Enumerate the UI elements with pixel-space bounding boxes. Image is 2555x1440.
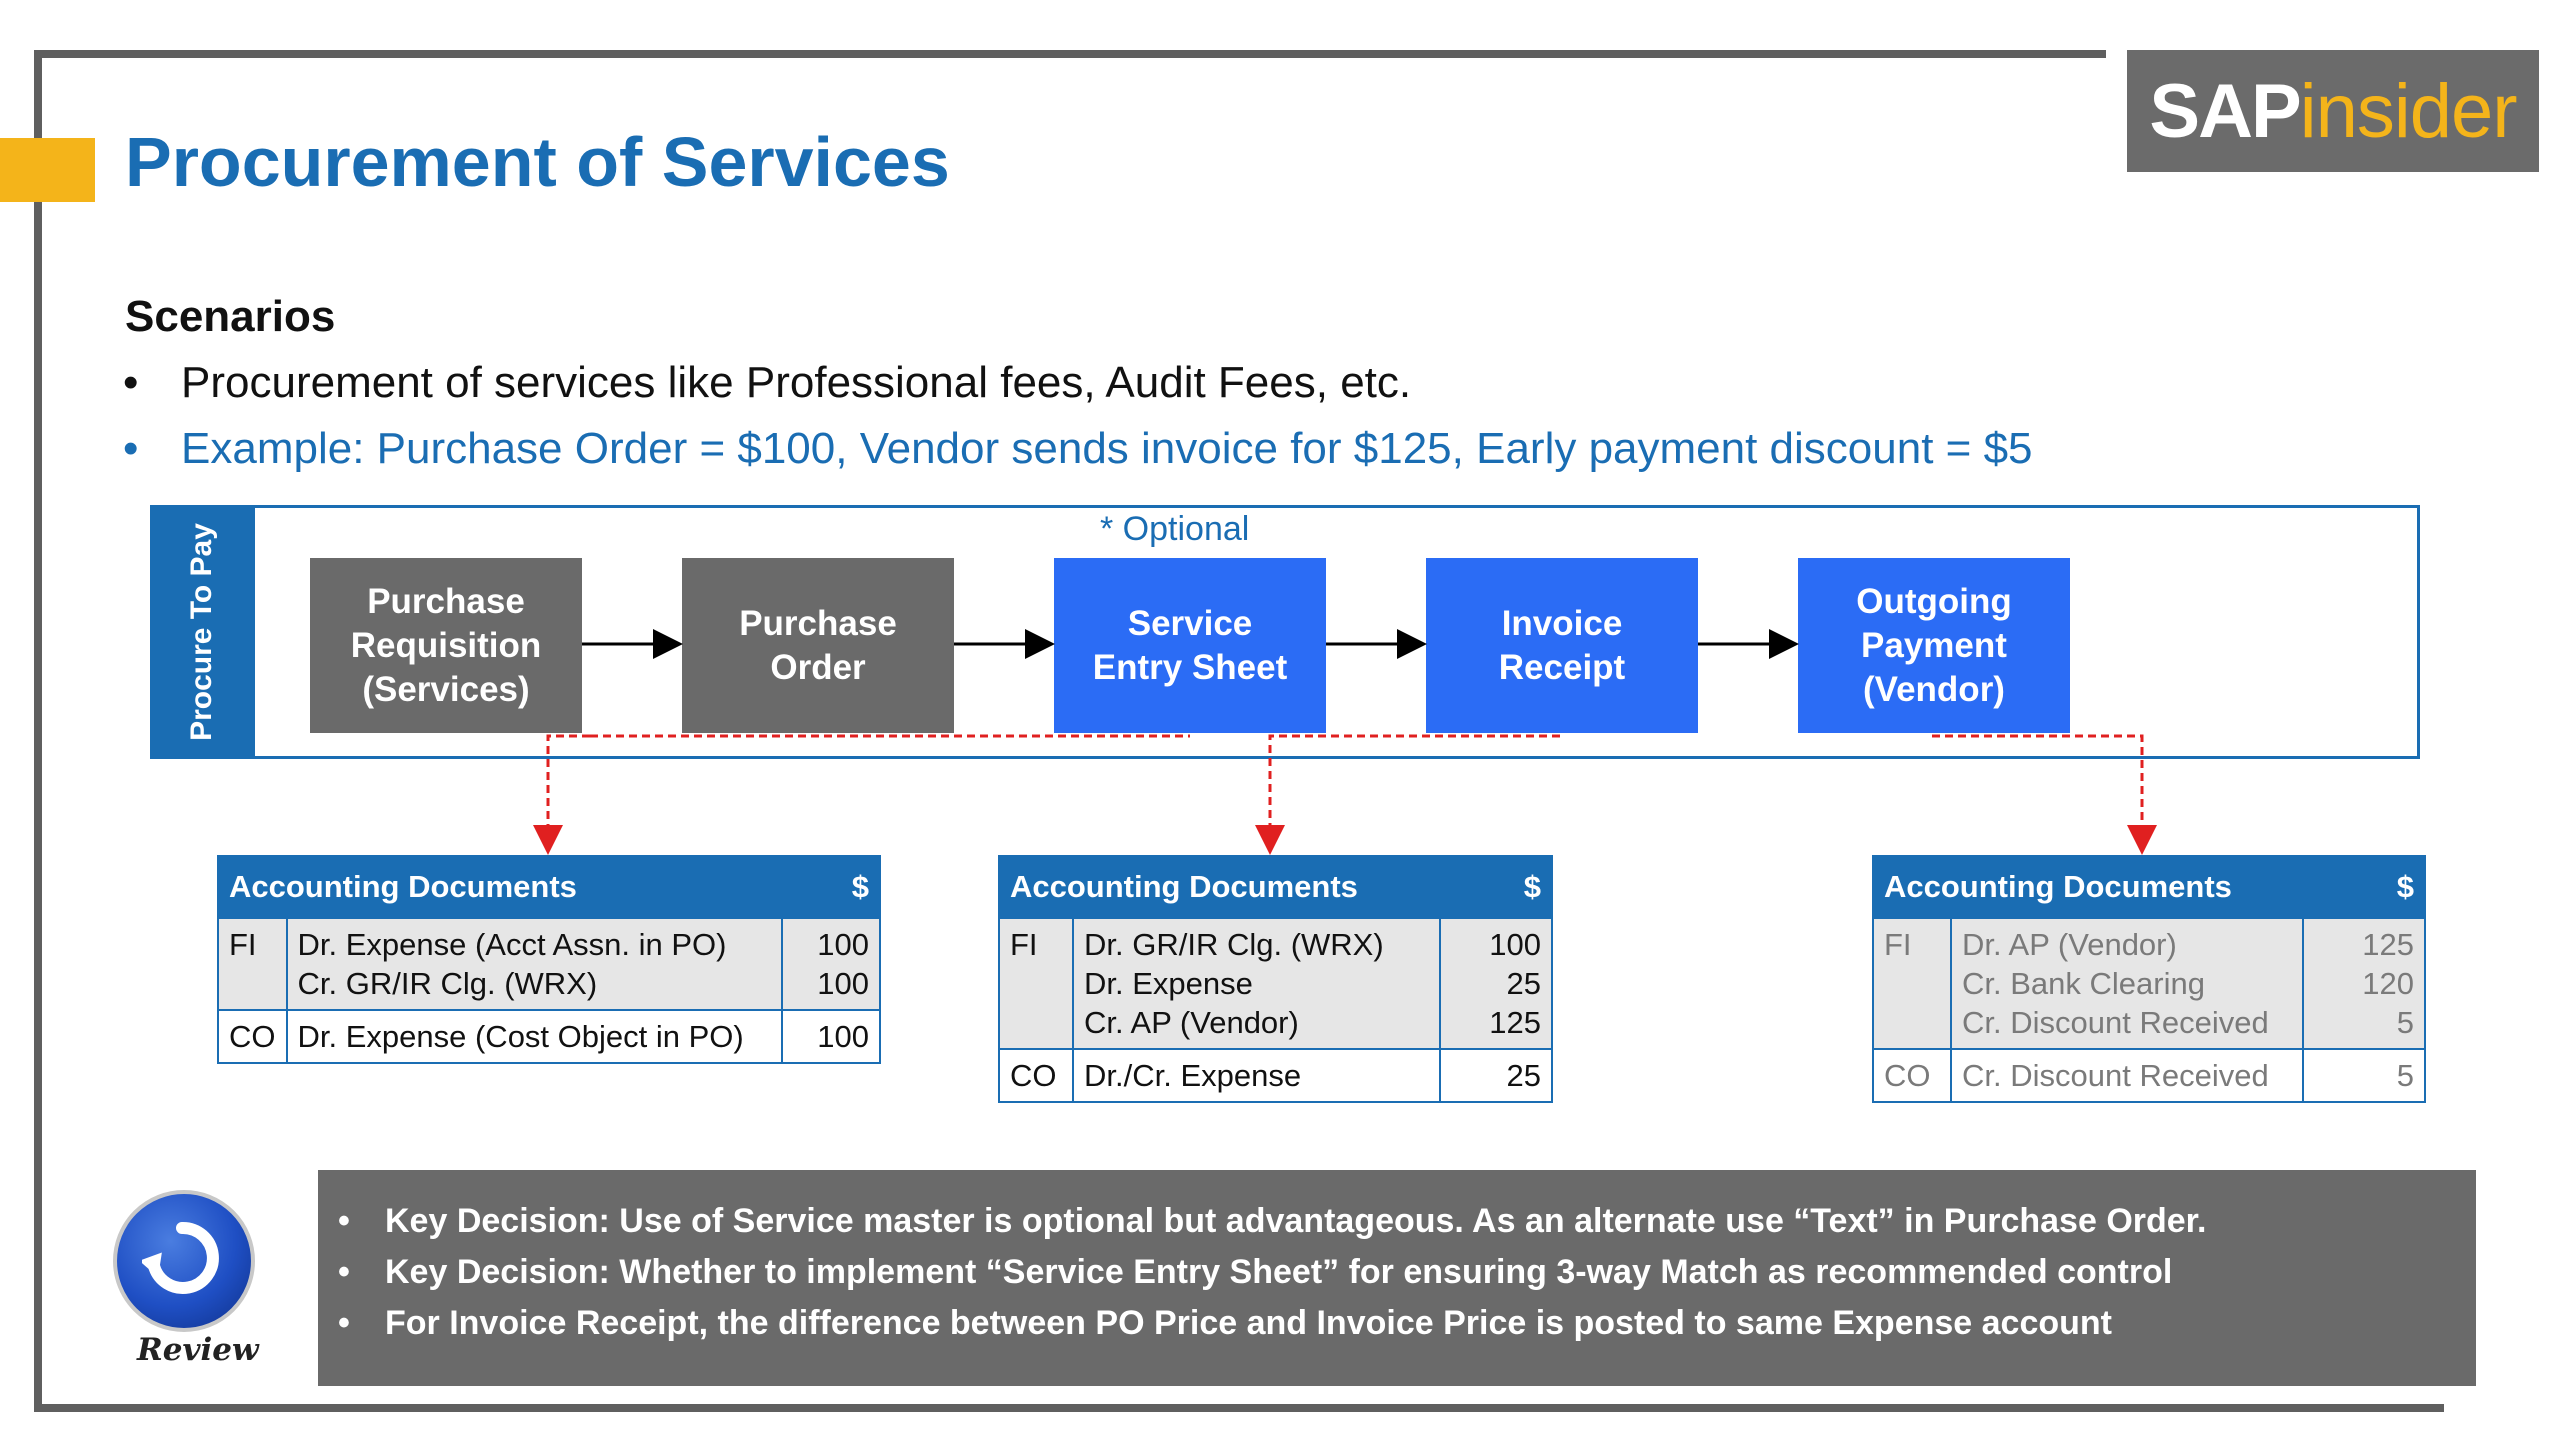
doc-amounts: 100 100 <box>781 917 881 1011</box>
logo-sap-text: SAP <box>2149 68 2301 154</box>
page-title: Procurement of Services <box>125 123 950 201</box>
posting-connector-1 <box>533 734 590 855</box>
sapinsider-logo: SAP insider <box>2127 50 2539 172</box>
doc-amounts: 125 120 5 <box>2302 917 2426 1050</box>
doc-amounts: 100 25 125 <box>1439 917 1553 1050</box>
bullet-symbol: • <box>123 424 139 473</box>
review-arrow-icon <box>142 1221 219 1294</box>
step-purchase-requisition: Purchase Requisition (Services) <box>310 558 582 733</box>
step-service-entry-sheet: Service Entry Sheet <box>1054 558 1326 733</box>
bullet-symbol: • <box>123 358 139 407</box>
scenario-example-text: Example: Purchase Order = $100, Vendor s… <box>181 424 2033 473</box>
doc-lines: Dr. Expense (Acct Assn. in PO) Cr. GR/IR… <box>285 917 783 1011</box>
doc-module: CO <box>217 1009 288 1064</box>
procure-to-pay-label-bar: Procure To Pay <box>150 505 255 759</box>
doc-header: Accounting Documents <box>217 855 783 919</box>
doc-module: CO <box>1872 1048 1952 1103</box>
accounting-doc-po: Accounting Documents $ FI Dr. Expense (A… <box>217 855 881 1064</box>
doc-amounts: 100 <box>781 1009 881 1064</box>
table-row: FI Dr. GR/IR Clg. (WRX) Dr. Expense Cr. … <box>998 917 1553 1050</box>
table-row: CO Dr. Expense (Cost Object in PO) 100 <box>217 1009 881 1064</box>
title-accent-bar <box>0 138 95 202</box>
scenario-bullet-text: Procurement of services like Professiona… <box>181 358 1412 407</box>
key-point: • Key Decision: Whether to implement “Ser… <box>338 1253 2173 1291</box>
scenario-bullet: • Procurement of services like Profession… <box>123 358 1411 408</box>
frame-top-border <box>34 50 2106 58</box>
doc-header: Accounting Documents <box>1872 855 2304 919</box>
key-decisions-box: • Key Decision: Use of Service master is … <box>318 1170 2476 1386</box>
frame-bottom-border <box>34 1404 2444 1412</box>
scenario-example-bullet: • Example: Purchase Order = $100, Vendor … <box>123 424 2033 474</box>
doc-lines: Cr. Discount Received <box>1950 1048 2304 1103</box>
table-row: CO Cr. Discount Received 5 <box>1872 1048 2426 1103</box>
optional-note: * Optional <box>1100 510 1250 548</box>
doc-currency: $ <box>781 855 881 919</box>
review-icon <box>113 1190 255 1332</box>
logo-insider-text: insider <box>2299 68 2518 154</box>
doc-currency: $ <box>2302 855 2426 919</box>
key-point: • For Invoice Receipt, the difference bet… <box>338 1304 2112 1342</box>
doc-lines: Dr./Cr. Expense <box>1072 1048 1441 1103</box>
step-purchase-order: Purchase Order <box>682 558 954 733</box>
doc-lines: Dr. AP (Vendor) Cr. Bank Clearing Cr. Di… <box>1950 917 2304 1050</box>
accounting-doc-payment: Accounting Documents $ FI Dr. AP (Vendor… <box>1872 855 2426 1103</box>
scenarios-heading: Scenarios <box>125 292 336 341</box>
table-row: FI Dr. Expense (Acct Assn. in PO) Cr. GR… <box>217 917 881 1011</box>
posting-connector-3 <box>1932 734 2157 855</box>
doc-amounts: 25 <box>1439 1048 1553 1103</box>
posting-connector-2 <box>1255 734 1560 855</box>
doc-lines: Dr. GR/IR Clg. (WRX) Dr. Expense Cr. AP … <box>1072 917 1441 1050</box>
table-row: FI Dr. AP (Vendor) Cr. Bank Clearing Cr.… <box>1872 917 2426 1050</box>
accounting-doc-ses: Accounting Documents $ FI Dr. GR/IR Clg.… <box>998 855 1553 1103</box>
doc-amounts: 5 <box>2302 1048 2426 1103</box>
doc-module: FI <box>1872 917 1952 1050</box>
doc-currency: $ <box>1439 855 1553 919</box>
step-invoice-receipt: Invoice Receipt <box>1426 558 1698 733</box>
doc-lines: Dr. Expense (Cost Object in PO) <box>285 1009 783 1064</box>
doc-module: CO <box>998 1048 1074 1103</box>
doc-module: FI <box>998 917 1074 1050</box>
frame-left-border <box>34 50 42 1412</box>
key-point: • Key Decision: Use of Service master is … <box>338 1202 2207 1240</box>
doc-module: FI <box>217 917 288 1011</box>
step-outgoing-payment: Outgoing Payment (Vendor) <box>1798 558 2070 733</box>
review-label: Review <box>137 1332 259 1368</box>
doc-header: Accounting Documents <box>998 855 1441 919</box>
table-row: CO Dr./Cr. Expense 25 <box>998 1048 1553 1103</box>
